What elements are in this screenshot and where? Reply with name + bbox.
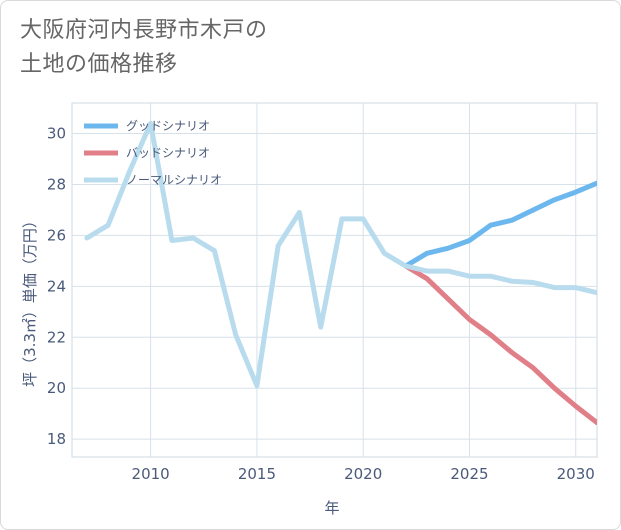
grid-lines bbox=[72, 103, 597, 457]
chart-title: 大阪府河内長野市木戸の 土地の価格推移 bbox=[20, 14, 268, 82]
series-line-2 bbox=[84, 120, 597, 389]
y-tick-label: 20 bbox=[47, 379, 66, 397]
series-line-1 bbox=[403, 263, 597, 426]
legend-label-2: ノーマルシナリオ bbox=[126, 173, 222, 187]
x-tick-label: 2015 bbox=[238, 465, 276, 483]
series-lines bbox=[84, 120, 597, 426]
y-tick-labels: 18 20 22 24 26 28 30 bbox=[47, 125, 66, 449]
y-axis-title: 坪（3.3㎡）単価（万円） bbox=[21, 213, 39, 387]
y-tick-label: 22 bbox=[47, 328, 66, 346]
y-tick-label: 30 bbox=[47, 125, 66, 143]
y-tick-label: 18 bbox=[47, 430, 66, 448]
y-tick-label: 26 bbox=[47, 226, 66, 244]
x-tick-label: 2010 bbox=[132, 465, 170, 483]
x-tick-labels: 2010 2015 2020 2025 2030 bbox=[132, 465, 595, 483]
y-tick-label: 28 bbox=[47, 175, 66, 193]
chart-title-line-2: 土地の価格推移 bbox=[20, 52, 178, 77]
y-tick-label: 24 bbox=[47, 277, 66, 295]
x-axis-title: 年 bbox=[324, 499, 339, 517]
x-tick-label: 2025 bbox=[450, 465, 488, 483]
x-tick-label: 2020 bbox=[344, 465, 382, 483]
legend-label-1: バッドシナリオ bbox=[126, 146, 210, 160]
x-tick-label: 2030 bbox=[557, 465, 595, 483]
chart-title-line-1: 大阪府河内長野市木戸の bbox=[20, 18, 268, 43]
series-line-0 bbox=[403, 180, 597, 269]
legend-label-0: グッドシナリオ bbox=[126, 119, 210, 133]
